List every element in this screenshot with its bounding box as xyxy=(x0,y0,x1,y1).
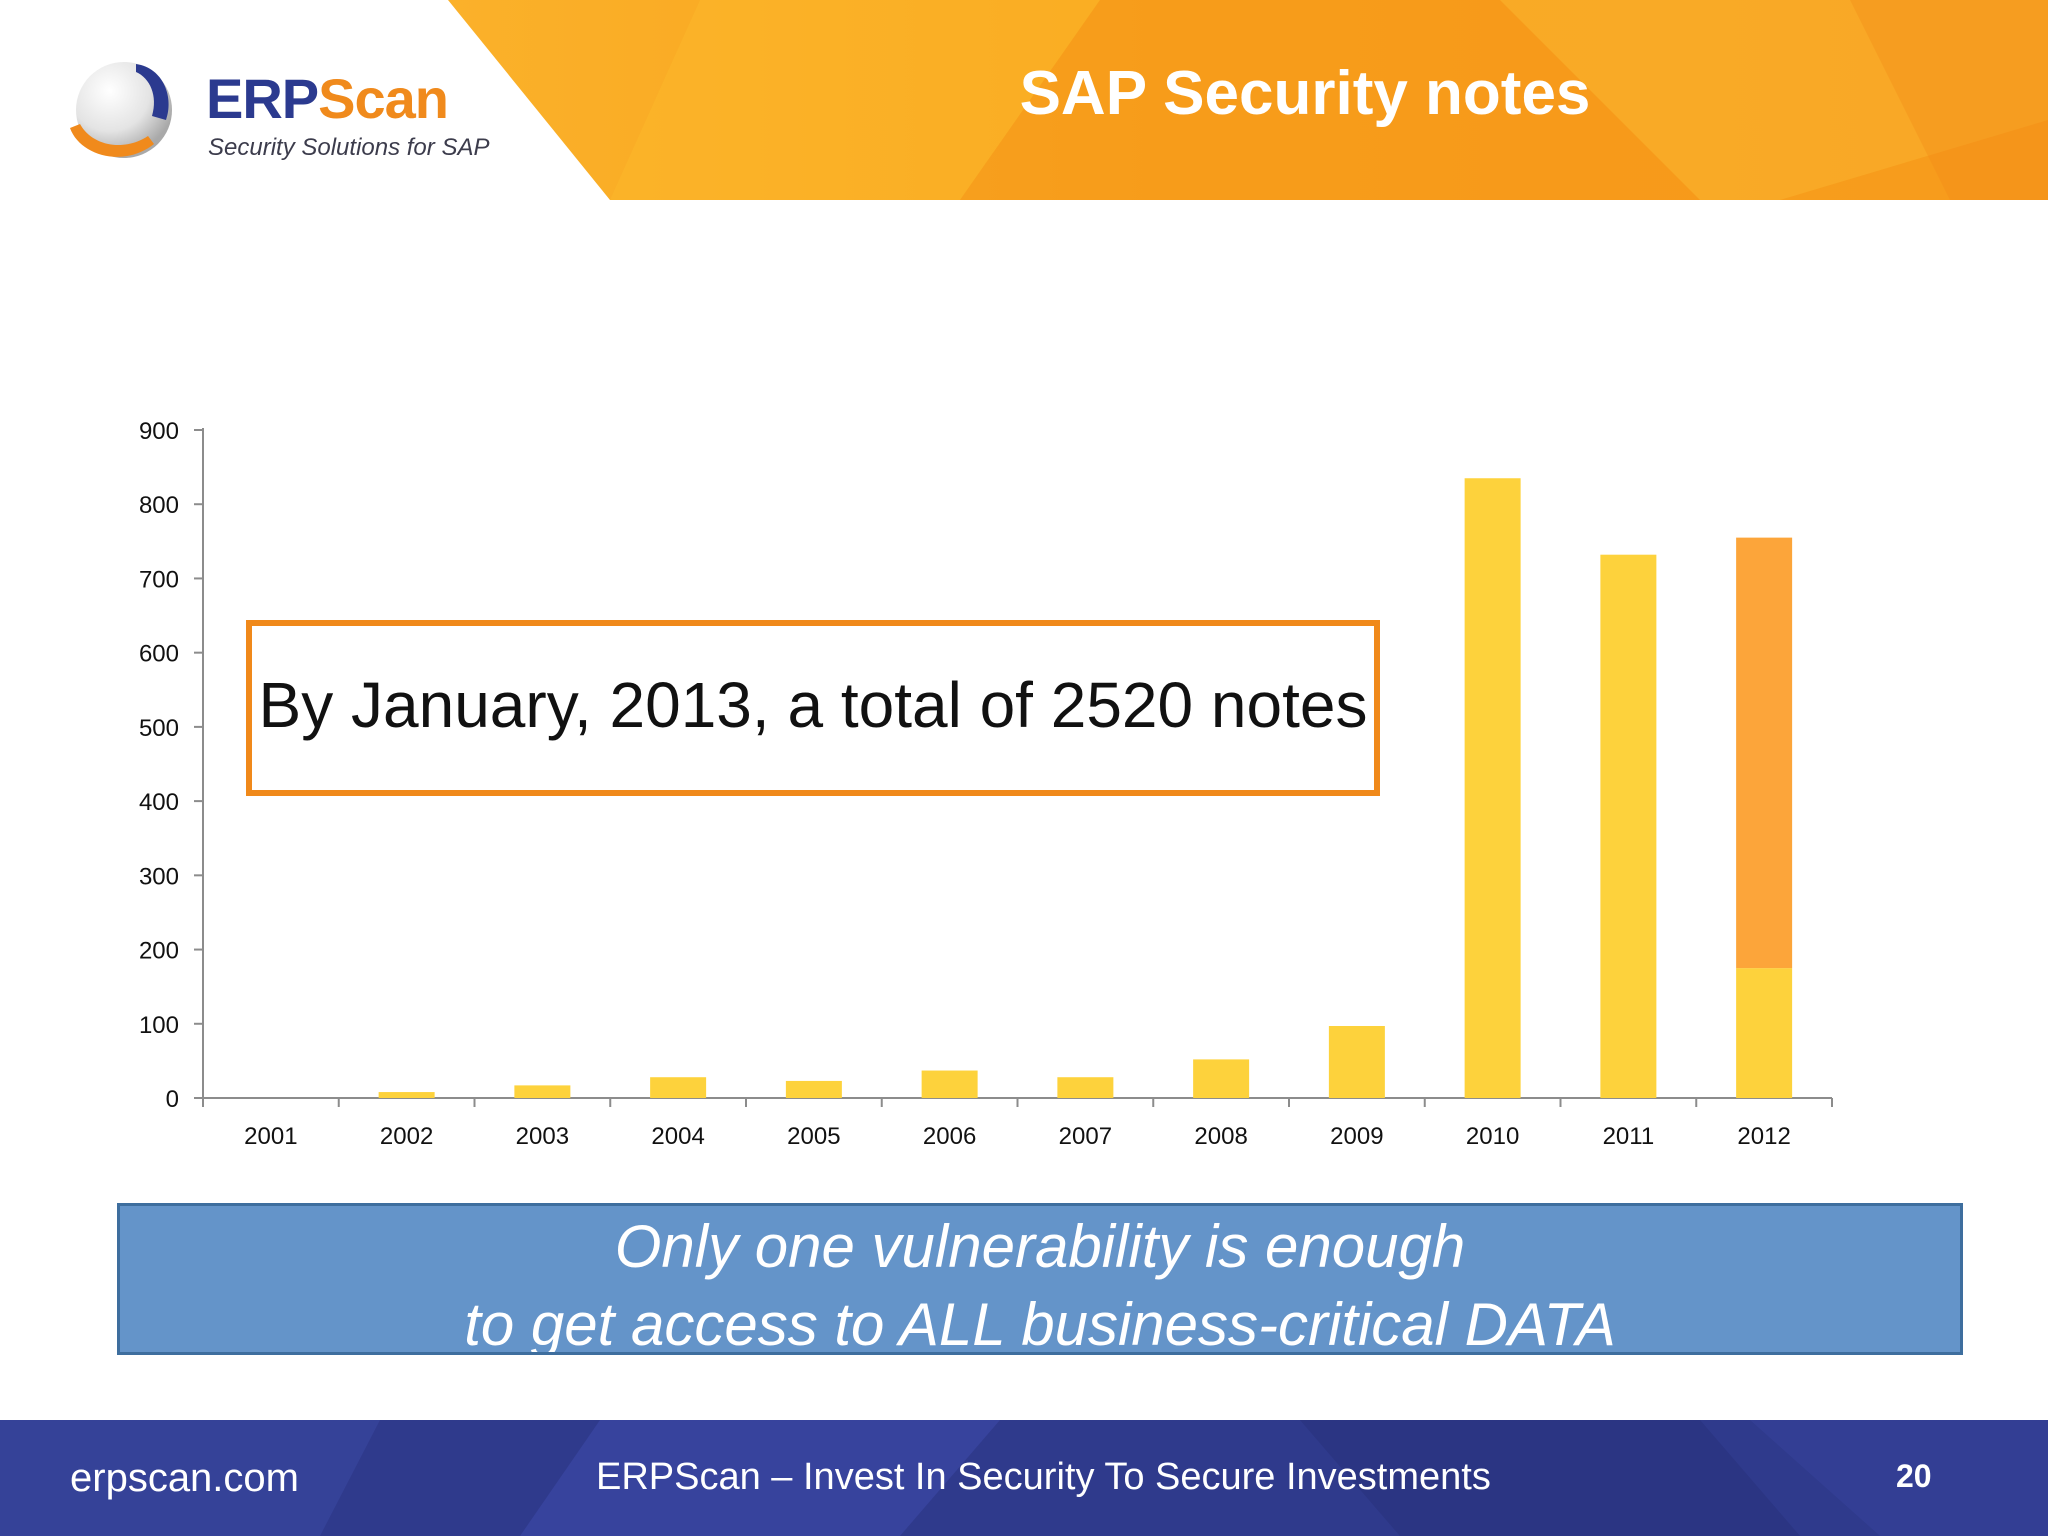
slide-header: ERPScan Security Solutions for SAP SAP S… xyxy=(0,0,2048,200)
bar-2008-base xyxy=(1193,1059,1250,1098)
x-tick-label: 2001 xyxy=(244,1123,297,1150)
globe-logo-icon xyxy=(70,62,172,158)
x-tick-label: 2012 xyxy=(1737,1123,1790,1150)
y-tick-label: 300 xyxy=(139,863,179,890)
banner-line-2: to get access to ALL business-critical D… xyxy=(464,1291,1616,1355)
x-tick-label: 2003 xyxy=(516,1123,569,1150)
erpscan-logo: ERPScan Security Solutions for SAP xyxy=(66,58,506,168)
y-tick-label: 800 xyxy=(139,492,179,519)
logo-wordmark: ERPScan xyxy=(206,67,449,130)
y-tick-label: 400 xyxy=(139,789,179,816)
x-tick-label: 2009 xyxy=(1330,1123,1383,1150)
page-number: 20 xyxy=(1896,1458,1932,1494)
x-tick-label: 2002 xyxy=(380,1123,433,1150)
bar-2009-base xyxy=(1328,1026,1385,1098)
x-tick-label: 2010 xyxy=(1466,1123,1519,1150)
callout-text: By January, 2013, a total of 2520 notes xyxy=(258,669,1368,741)
y-tick-label: 600 xyxy=(139,641,179,668)
logo-tagline: Security Solutions for SAP xyxy=(208,134,490,161)
bar-2006-base xyxy=(921,1070,978,1098)
bar-2007-base xyxy=(1057,1077,1114,1098)
x-tick-label: 2011 xyxy=(1603,1123,1655,1150)
bar-2012-base xyxy=(1736,968,1793,1098)
y-tick-label: 900 xyxy=(139,418,179,445)
footer-website-link[interactable]: erpscan.com xyxy=(70,1456,299,1500)
x-tick-label: 2007 xyxy=(1059,1123,1112,1150)
slide-title: SAP Security notes xyxy=(1019,59,1591,128)
bar-2004-base xyxy=(650,1077,707,1098)
bar-2002-base xyxy=(378,1092,435,1098)
x-tick-label: 2006 xyxy=(923,1123,976,1150)
bar-2003-base xyxy=(514,1085,571,1098)
bar-2010-base xyxy=(1464,478,1521,1098)
y-tick-label: 200 xyxy=(139,938,179,965)
y-tick-label: 500 xyxy=(139,715,179,742)
y-tick-label: 100 xyxy=(139,1012,179,1039)
x-tick-label: 2005 xyxy=(787,1123,840,1150)
bar-2012-highlight xyxy=(1736,537,1793,969)
slide-footer: erpscan.com ERPScan – Invest In Security… xyxy=(0,1420,2048,1536)
footer-background xyxy=(0,1420,2048,1536)
bar-chart: 0 100 200 300 400 500 600 700 800 900 2001 2002 200… xyxy=(139,418,1833,1150)
banner-line-1: Only one vulnerability is enough xyxy=(614,1213,1466,1280)
total-notes-callout: By January, 2013, a total of 2520 notes xyxy=(246,620,1380,796)
bar-2011-base xyxy=(1600,554,1657,1098)
x-tick-label: 2004 xyxy=(651,1123,704,1150)
header-background xyxy=(448,0,2048,200)
footer-slogan: ERPScan – Invest In Security To Secure I… xyxy=(596,1456,1491,1498)
vulnerability-banner: Only one vulnerability is enough to get … xyxy=(117,1203,1963,1355)
x-tick-label: 2008 xyxy=(1194,1123,1247,1150)
bar-2005-base xyxy=(785,1080,842,1098)
y-tick-label: 0 xyxy=(166,1086,179,1113)
y-tick-label: 700 xyxy=(139,566,179,593)
